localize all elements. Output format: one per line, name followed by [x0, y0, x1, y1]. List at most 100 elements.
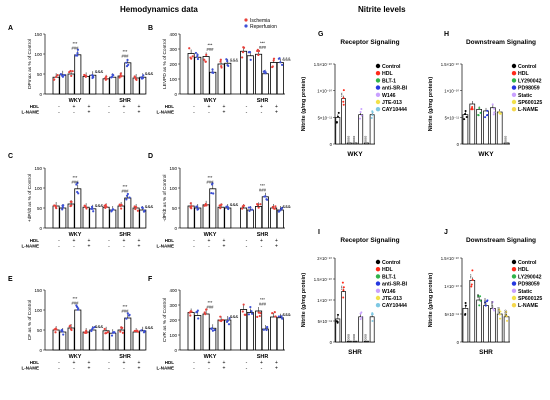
data-point-ischemia	[259, 203, 262, 206]
significance-label: ooo	[363, 334, 367, 340]
lname-row-label: L-NAME	[157, 110, 175, 115]
data-point	[485, 300, 488, 303]
data-point-ischemia	[256, 203, 259, 207]
bar-anti-sr-bi	[352, 340, 358, 343]
bar-ischemia	[82, 76, 90, 95]
data-point-reperfusion	[227, 323, 231, 326]
legend-marker	[375, 63, 381, 69]
bar-jte-013	[364, 142, 369, 145]
x-axis-label: WKY	[347, 151, 363, 158]
data-point-reperfusion	[196, 57, 200, 61]
bar-ischemia	[82, 206, 90, 229]
data-point-ischemia	[256, 315, 259, 318]
y-tick-label: 1.5×10⁻¹⁰	[441, 62, 460, 67]
data-point-ischemia	[220, 203, 223, 206]
data-point	[492, 307, 495, 310]
y-tick-label: 1×10⁻¹⁰	[444, 89, 459, 94]
significance-label: &&&	[145, 71, 154, 76]
data-point-reperfusion	[90, 205, 94, 208]
bar-reperfusion	[209, 71, 217, 95]
data-point-reperfusion	[197, 317, 200, 320]
significance-label: ***	[73, 175, 78, 180]
data-point-reperfusion	[262, 328, 266, 331]
lname-sign: -	[73, 244, 75, 250]
lname-sign: -	[58, 244, 60, 250]
legend-label: W146	[382, 93, 396, 99]
bar-reperfusion	[276, 209, 284, 229]
data-point-ischemia	[190, 205, 193, 208]
data-point-reperfusion	[225, 58, 228, 61]
significance-label: ###	[259, 187, 267, 192]
legend-label: W146	[382, 289, 396, 295]
data-point-ischemia	[106, 331, 109, 334]
legend-marker	[511, 303, 517, 308]
lname-sign: -	[261, 366, 263, 372]
bar-reperfusion	[124, 197, 132, 229]
y-axis-label: Nitrite (g/mg protein)	[301, 77, 307, 132]
lname-sign: -	[108, 366, 110, 372]
bar-reperfusion	[109, 209, 117, 229]
data-point-reperfusion	[210, 191, 213, 195]
legend-label: anti-SR-BI	[382, 282, 408, 288]
data-point	[484, 301, 487, 304]
bar-reperfusion	[224, 62, 232, 95]
legend-marker	[375, 92, 381, 98]
data-point-reperfusion	[92, 76, 95, 79]
y-tick-label: 50	[37, 206, 43, 211]
legend-label: anti-SR-BI	[382, 86, 408, 92]
data-point	[484, 116, 487, 119]
data-point	[491, 301, 494, 304]
y-tick-label: 0	[39, 226, 42, 231]
data-point-ischemia	[204, 60, 207, 63]
data-point-ischemia	[85, 207, 88, 210]
data-point-ischemia	[273, 207, 276, 210]
lname-sign: -	[73, 110, 75, 116]
significance-label: &&&	[282, 312, 291, 317]
data-point-reperfusion	[248, 50, 251, 54]
hdl-sign: +	[138, 104, 141, 110]
significance-label: ###	[72, 179, 80, 184]
bar-reperfusion	[261, 328, 269, 351]
legend-marker	[375, 274, 381, 279]
significance-label: ###	[207, 47, 215, 52]
data-point	[465, 115, 468, 118]
data-point-reperfusion	[76, 54, 79, 57]
data-point-ischemia	[53, 328, 56, 331]
data-point	[471, 269, 474, 272]
data-point-ischemia	[134, 76, 137, 79]
significance-label: ***	[260, 40, 265, 45]
hdl-sign: +	[208, 238, 211, 244]
data-point-reperfusion	[140, 329, 143, 332]
hdl-row-label: HDL	[165, 238, 174, 243]
data-point-ischemia	[241, 207, 244, 210]
data-point-ischemia	[85, 329, 88, 332]
y-tick-label: 1.5×10⁻¹⁰	[314, 277, 333, 282]
data-point-reperfusion	[142, 74, 145, 77]
bar-hdl	[469, 280, 476, 343]
y-tick-label: 100	[169, 186, 177, 191]
data-point-reperfusion	[280, 63, 284, 66]
data-point	[464, 304, 467, 307]
bar-ischemia	[67, 203, 75, 229]
significance-label: ***	[123, 304, 128, 309]
legend-marker	[511, 295, 517, 301]
data-point-ischemia	[191, 55, 194, 58]
data-point	[486, 114, 489, 117]
data-point-ischemia	[241, 310, 244, 313]
bar-reperfusion	[109, 76, 117, 95]
group-label: WKY	[204, 354, 217, 360]
hdl-sign: +	[73, 104, 76, 110]
legend-label-reperfusion: Reperfusion	[250, 24, 277, 30]
legend-marker	[375, 99, 381, 105]
significance-label: &&&	[145, 325, 154, 330]
lname-sign: -	[246, 244, 248, 250]
data-point-reperfusion	[61, 208, 64, 211]
data-point	[491, 103, 494, 106]
significance-label: &&&	[282, 57, 291, 62]
data-point-reperfusion	[279, 61, 282, 64]
legend-label: PD98059	[518, 86, 540, 92]
legend-marker	[375, 267, 381, 272]
data-point	[479, 295, 482, 298]
legend-marker	[375, 107, 381, 112]
